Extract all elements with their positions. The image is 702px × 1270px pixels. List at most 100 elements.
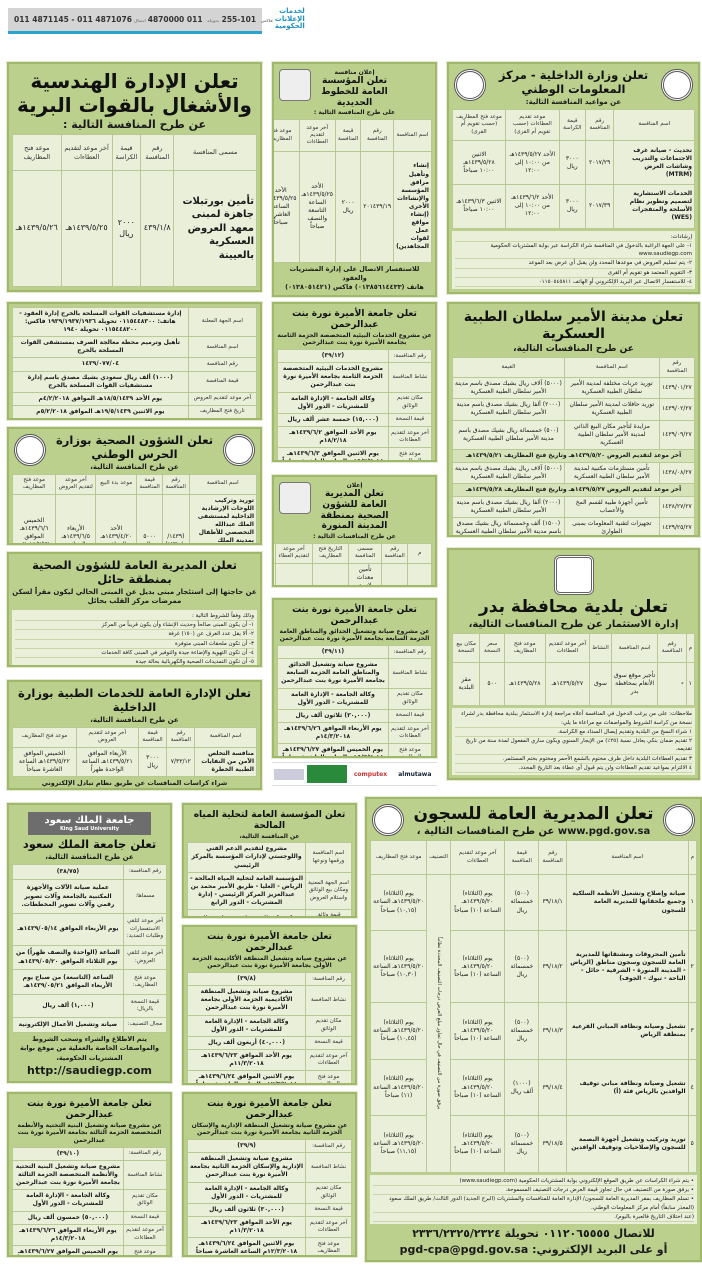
ad-swcc: تعلن المؤسسة العامة لتحلية المياه المالح…	[182, 803, 357, 918]
table-row: موعد فتح المظاريف يوم الاثنين الموافق ١٤٣…	[186, 1070, 352, 1083]
ad-body: اسم المنافسة رقم المنافسة قيمة المنافسة موع…	[11, 473, 258, 543]
field-value: يوم الاثنين الموافق ١٤٣٩/٦/٢٤هـ ١٢/٣/٢٠١…	[186, 1237, 307, 1255]
table-header-row: م اسم المنافسة رقم المنافسة قيمة المنافسة آخ…	[369, 840, 698, 875]
ad-body: رقم المنافسة: (٣٩/٩) نشاط المنافسة مشروع صي…	[186, 1139, 352, 1255]
field-label: مكان تقديم الوثائق	[305, 1181, 352, 1204]
notes-list: إرشادات: ١- على الجهة الراغبة بالدخول في …	[452, 230, 695, 289]
column-header: رقم المنافسة	[538, 840, 567, 875]
column-header: آخر موعد لتقديم العطاءات	[449, 840, 506, 875]
government-ads-header-bar: 011 4871145 - 011 4871076 فاكس 101-255تحو…	[8, 7, 305, 34]
ad-badr: تعلن بلدية محافظة بدر إدارة الاستثمار عن …	[447, 548, 700, 780]
note-item: ٤ الالتزام بمواعيد تقديم العطاءات ولن يت…	[455, 764, 692, 773]
field-value: يوم الخميس الموافق ١٤٣٩/٦/٢٧هـ ١٥/٣/٢٠١٨…	[277, 743, 389, 756]
ad-kharj: اسم الجهة المعلنة إدارة مستشفيات القوات ا…	[7, 302, 262, 420]
table-row: ٢ تأمين المحروقات ومشتقاتها للمديرية العا…	[369, 930, 698, 1004]
field-value: عملية صيانة الآلات والأجهزة المكتبية بال…	[12, 879, 124, 915]
table-row: ١٤٣٩/٠٩/٢٧ مزايدة لتأجير مكان البيع الذات…	[452, 419, 696, 450]
emblem-logo	[553, 555, 594, 595]
table-row: قيمة النسخة (٣٠,٠٠٠) ثلاثون ألف ريال	[186, 1202, 352, 1217]
table-cell: ٣٩/١٨/٢	[538, 930, 567, 1004]
note-item: وذلك وفقاً للشروط التالية :	[15, 612, 254, 622]
field-label: آخر موعد لتقديم العطاءات	[122, 1223, 168, 1246]
ad-title: تعلن الشؤون الصحية بوزارة الحرس الوطني	[55, 433, 214, 461]
column-header: رقم المنافسة	[140, 134, 175, 172]
table-cell: مزايدة لتأجير مكان البيع الذاتي لمدينة ا…	[563, 419, 660, 450]
table-row: قيمة النسخة (٤٠,٠٠٠) أربعون ألف ريال	[186, 1035, 352, 1050]
ad-footer: يتم الاطلاع والشراء وسحب الشروط والمواصف…	[12, 1033, 167, 1078]
deadline-row: آخر موعد لتقديم العروض ١٤٣٩/٥/٢٧هـ وتاري…	[452, 483, 695, 498]
table-cell: ٤٣٩/١/٨	[140, 170, 175, 287]
ad-subtitle: على طرح المنافسة التالية :	[313, 109, 396, 117]
ad-title: تعلن جامعة الملك سعود	[22, 837, 157, 851]
ad-title: تعلن مدينة الأمير سلطان الطبية العسكرية	[463, 309, 684, 342]
ad-title: تعلن المؤسسة العامة لتحلية المياه المالح…	[193, 810, 346, 831]
ad-subtitle: عن طرح المنافسة التالية،	[90, 462, 179, 471]
tender-table-wrap: مسمى المنافسة رقم المنافسة قيمة الكراسة آخر…	[12, 134, 257, 287]
table-cell: يوم (الثلاثاء) ١٤٣٩/٥/٢٠هـ الساعة (١٠) ص…	[449, 1058, 506, 1117]
field-label: موعد فتح المظاريف	[305, 1070, 352, 1083]
logo-text-ar: جامعة الملك سعود	[44, 815, 135, 826]
ad-pretitle: إعلان منافسة	[334, 69, 375, 76]
column-header: قيمة المنافسة	[504, 840, 540, 875]
footer-line: للاستفسار الاتصال على إدارة المشتريات وا…	[289, 264, 420, 282]
table-cell: (٢٠٠٠) ألفا ريال بشيك مصدق باسم مدينة ال…	[452, 496, 565, 519]
ad-title: تعلن جامعة الأميرة نورة بنت عبدالرحمن	[27, 1099, 152, 1120]
column-header: قيمة الكراسة	[558, 108, 586, 142]
field-label: آخر موعد لتقديم العطاءات	[305, 1215, 352, 1239]
tender-table-wrap: اسم المنافسة رقم المنافسة قيمة المنافسة آخر…	[12, 726, 257, 777]
table-cell: (٥٠٠٠) آلاف ريال بشيك مصدق باسم مدينة ال…	[452, 461, 565, 485]
field-value: يوم الخميس الموافق ١٤٣٩/٦/٢٧هـ ١٥/٣/٢٠١٨…	[12, 1244, 124, 1255]
table-header-row: اسم المنافسة رقم المنافسة قيمة المنافسة آخر…	[12, 726, 257, 748]
table-row: اسم الجهة المعلنة إدارة مستشفيات القوات ا…	[12, 306, 258, 338]
table-row: رقم المنافسة: (٣٩/١٠)	[12, 1146, 168, 1162]
deadline-note: آخر موعد لتقديم العروض ١٤٣٩/٥/٢٧هـ وتاري…	[452, 483, 695, 498]
column-header: اسم المنافسة	[613, 108, 695, 142]
tender-table: رقم المنافسة: (٣٩/٩) نشاط المنافسة مشروع صي…	[186, 1139, 352, 1255]
field-value: وكالة الجامعة - الإدارة العامة للمشتريات…	[277, 687, 389, 710]
ad-subtitle: عن طرح المنافسة التالية،	[90, 715, 179, 724]
table-cell: ٥	[687, 1115, 698, 1173]
field-value: مشروع صيانة وتشغيل المنطقة الإدارية والإ…	[186, 1152, 307, 1183]
field-value: (٣٠,٠٠٠) ثلاثون ألف ريال	[277, 708, 389, 723]
note-item: ٣- التقويم المعتمد هو تقويم أم القرى	[455, 269, 692, 278]
footer-line[interactable]: أو على البريد الإلكتروني: pgd-cpa@pgd.go…	[399, 1242, 668, 1256]
field-value: يوم الأحد الموافق ١٤٣٩/٦/٢٣هـ ١١/٣/٢٠١٨م	[186, 1215, 307, 1239]
table-cell: (٥٠٠٠) آلاف ريال بشيك مصدق باسم مدينة ال…	[452, 377, 565, 400]
table-cell: الخدمات الاستشارية لتصميم وتطوير نظام ال…	[613, 183, 695, 229]
table-row: آخر موعد لتقديم العطاءات يوم الأحد المواف…	[186, 1048, 352, 1072]
tender-table: اسم المنافسة رقم المنافسة قيمة الكراسة موعد…	[452, 108, 695, 229]
field-label: اسم المنافسة ورقمها ونوعها	[305, 842, 352, 873]
table-cell: ١٤٣٩/٠٢/٢٧	[658, 398, 696, 421]
tender-table: م رقم المنافسة مسمى المنافسة التاريخ فتح ال…	[274, 542, 432, 585]
table-cell: مقر البلدية	[451, 662, 481, 707]
column-header: موعد فتح المظاريف	[12, 134, 62, 172]
field-value: يوم الأربعاء الموافق ١٤٣٩/٦/٢٦هـ ١٤/٣/٢٠…	[12, 1223, 124, 1246]
footer-line[interactable]: http://saudiegp.com	[26, 1063, 153, 1077]
ad-mad: إعلان تعلن المديرية العامة للشؤون الصحية …	[272, 475, 437, 587]
nic-logo	[454, 69, 486, 101]
table-cell: ٢٠١٧/٢٩	[584, 140, 615, 185]
table-cell: تشغيل وصيانة ونظافة المباني الفرعية بمنط…	[565, 1002, 689, 1060]
field-value: وكالة الجامعة - الإدارة العامة للمشتريات…	[186, 1014, 307, 1037]
tender-table: رقم المنافسة: (٣٩/٨) نشاط المنافسة مشروع صي…	[186, 972, 352, 1083]
field-value: ١٤٣٩/٠٧٧/٠٤	[12, 357, 189, 372]
field-value: (٣٩/١٠)	[12, 1146, 124, 1162]
ad-title: تعلن جامعة الأميرة نورة بنت عبدالرحمن	[292, 605, 417, 626]
ad-subtitle: عن حاجتها إلى استئجار مبنى بديل عن المبن…	[12, 587, 257, 605]
column-header: رقم المنافسة	[380, 542, 409, 564]
table-cell: ٢٠١٤٣٩/١٩	[360, 151, 395, 263]
table-cell: سوق	[589, 662, 612, 707]
table-cell: الاثنين ١٤٣٩/٥/٢٨هـ ١٠:٠٠ صباحاً	[452, 140, 506, 185]
ad-body: مسمى المنافسة رقم المنافسة قيمة الكراسة آخر…	[12, 134, 257, 287]
field-value: يوم الأحد الموافق ١٤٣٩/٦/٢هـ ١٨/٢/١٨م	[277, 425, 389, 449]
field-label: قيمة النسخة	[305, 1202, 352, 1217]
field-label: آخر موعد لتقديم العطاءات	[387, 425, 433, 449]
table-row: قيمة النسخة (٥٠,٠٠٠) خمسون ألف ريال	[12, 1210, 168, 1225]
field-value: إدارة مستشفيات القوات المسلحة بالخرج إدا…	[12, 306, 189, 338]
ad-subtitle: عن مواعيد المنافسة التالية:	[525, 97, 622, 106]
table-row: آخر موعد لتقديم العروض يوم الأحد ١٨/٥/١٤٣…	[12, 391, 258, 406]
table-header-row: اسم المنافسة رقم المنافسة قيمة المنافسة موع…	[11, 473, 258, 495]
ad-body: رقم المنافسة: (٣٩/١٠) نشاط المنافسة مشروع ص…	[12, 1146, 168, 1255]
ad-body: رقم المنافسة: (٣٩/١١) نشاط المنافسة مشروع ص…	[277, 645, 433, 756]
column-header: اسم المنافسة	[393, 119, 432, 153]
